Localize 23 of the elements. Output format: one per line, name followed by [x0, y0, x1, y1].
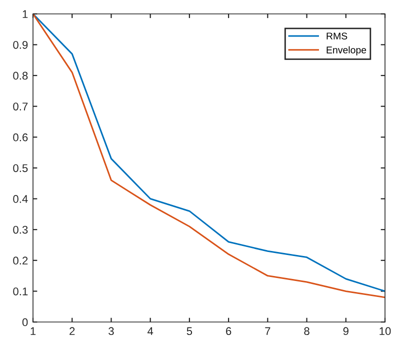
x-tick-label: 7 [265, 327, 270, 335]
y-tick-label: 0.4 [13, 195, 28, 203]
y-tick-label: 0 [22, 318, 28, 326]
x-tick-label: 2 [70, 327, 75, 335]
x-tick-label: 3 [108, 327, 114, 336]
y-tick-label: 0.7 [13, 102, 28, 110]
legend-label: RMS [326, 32, 348, 40]
y-tick-label: 0.1 [13, 287, 28, 296]
y-tick-label: 0.9 [13, 40, 28, 49]
y-tick-label: 0.3 [13, 226, 28, 234]
x-tick-label: 4 [148, 327, 154, 335]
y-tick-label: 0.2 [13, 256, 28, 265]
x-tick-label: 6 [226, 327, 232, 336]
legend-label: Envelope [326, 46, 366, 56]
y-tick-label: 0.6 [13, 133, 28, 142]
y-tick-label: 1 [22, 10, 28, 18]
x-tick-label: 5 [186, 327, 192, 336]
y-tick-label: 0.5 [13, 164, 28, 172]
x-tick-label: 10 [380, 327, 391, 336]
x-tick-label: 1 [30, 327, 36, 335]
x-tick-label: 9 [343, 327, 348, 336]
x-tick-label: 8 [304, 327, 310, 336]
y-tick-label: 0.8 [13, 72, 28, 80]
